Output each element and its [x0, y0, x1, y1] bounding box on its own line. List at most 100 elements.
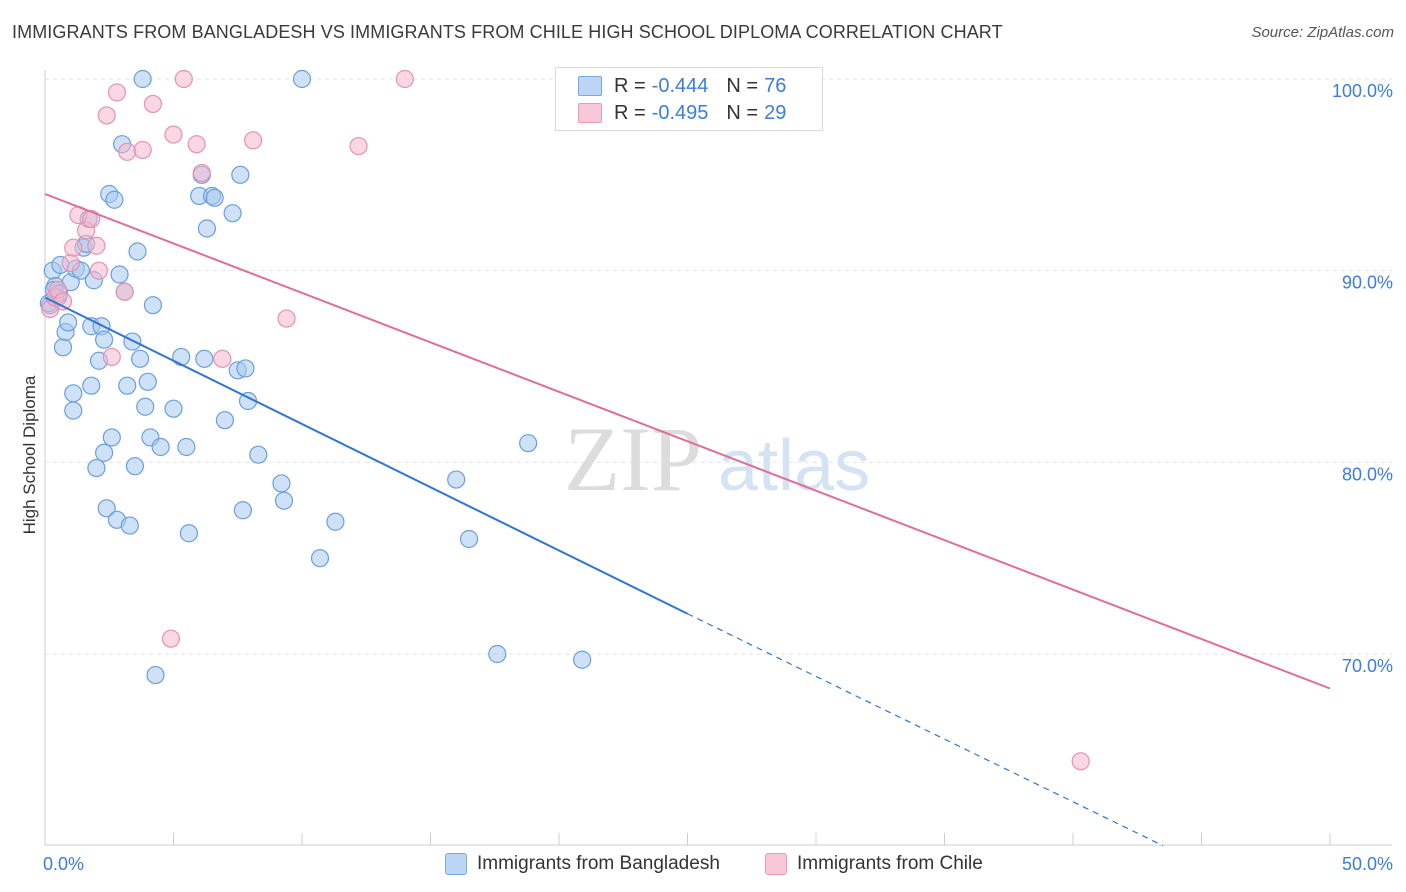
y-tick-label-0: 70.0%	[1342, 656, 1393, 676]
x-tick-labels: 0.0% 50.0%	[43, 854, 1393, 874]
bangladesh-point-46	[172, 347, 191, 367]
y-tick-label-2: 90.0%	[1342, 273, 1393, 293]
correlation-legend: R = -0.444 N = 76 R = -0.495 N = 29	[555, 67, 823, 131]
chart-source: Source: ZipAtlas.com	[1251, 24, 1394, 41]
chile-point-28	[1071, 752, 1090, 771]
y-axis-label-wrap: High School Diploma	[0, 0, 60, 892]
y-axis-label: High School Diploma	[20, 375, 39, 535]
bangladesh-point-47	[177, 437, 196, 457]
chile-point-13	[107, 83, 127, 102]
chile-point-11	[97, 106, 116, 125]
chile-point-16	[133, 140, 152, 160]
bangladesh-point-68	[447, 470, 466, 489]
bangladesh-point-64	[274, 491, 294, 510]
x-tick-label-1: 50.0%	[1342, 854, 1393, 874]
y-tick-labels: 70.0% 80.0% 90.0% 100.0%	[1332, 81, 1393, 676]
bangladesh-point-52	[195, 349, 214, 368]
bangladesh-point-58	[231, 165, 250, 184]
legend-n-label: N =	[726, 101, 759, 124]
bangladesh-point-56	[223, 204, 242, 223]
bangladesh-point-62	[249, 445, 268, 464]
bangladesh-point-22	[95, 443, 114, 462]
series-bangladesh-points	[39, 69, 592, 685]
chile-point-22	[192, 163, 211, 183]
bangladesh-point-48	[179, 524, 199, 543]
bangladesh-point-33	[120, 516, 139, 535]
bangladesh-point-29	[110, 265, 129, 284]
bangladesh-point-65	[292, 69, 312, 89]
chile-point-14	[115, 282, 134, 301]
legend-swatch-bangladesh	[578, 76, 602, 96]
legend-row-bangladesh: R = -0.444 N = 76	[578, 74, 786, 98]
bangladesh-point-70	[488, 644, 507, 664]
bangladesh-point-60	[236, 359, 255, 378]
bangladesh-point-36	[128, 242, 147, 261]
chile-point-8	[82, 209, 101, 229]
legend-row-chile: R = -0.495 N = 29	[578, 101, 786, 125]
legend-r-label: R =	[614, 101, 646, 124]
bangladesh-point-16	[82, 376, 101, 395]
bangladesh-point-32	[118, 376, 137, 395]
series-chile-points	[41, 69, 1090, 771]
chile-point-24	[244, 131, 263, 150]
bottom-legend-swatch-bangladesh	[445, 853, 467, 875]
chile-point-15	[118, 142, 137, 161]
chile-point-26	[349, 136, 368, 156]
bangladesh-point-69	[459, 529, 479, 549]
bangladesh-point-19	[87, 458, 106, 478]
bottom-legend-label-chile: Immigrants from Chile	[797, 853, 983, 874]
chile-point-27	[395, 69, 414, 89]
bangladesh-point-72	[573, 650, 592, 669]
bottom-legend-label-bangladesh: Immigrants from Bangladesh	[477, 853, 720, 874]
y-tick-label-3: 100.0%	[1332, 81, 1393, 101]
bangladesh-point-24	[97, 499, 116, 518]
bottom-legend-bangladesh: Immigrants from Bangladesh	[445, 852, 720, 876]
bangladesh-point-39	[136, 397, 155, 416]
chile-point-5	[64, 238, 83, 257]
bangladesh-point-35	[125, 457, 145, 476]
bangladesh-point-71	[519, 434, 538, 453]
bangladesh-point-9	[64, 384, 83, 403]
chile-point-19	[164, 125, 183, 144]
legend-n-label: N =	[726, 74, 759, 97]
x-tick-label-0: 0.0%	[43, 854, 84, 874]
bangladesh-point-67	[326, 512, 345, 531]
bangladesh-point-23	[95, 330, 114, 349]
trend-line-chile	[44, 193, 1331, 690]
y-tick-label-1: 80.0%	[1342, 464, 1393, 484]
chile-point-23	[213, 349, 232, 368]
bangladesh-point-55	[215, 411, 234, 430]
legend-n-value: 29	[764, 101, 787, 124]
chile-point-21	[187, 135, 206, 154]
chile-point-12	[102, 347, 121, 367]
bangladesh-point-10	[64, 401, 83, 420]
bangladesh-point-66	[310, 549, 330, 568]
chile-point-9	[87, 236, 106, 255]
bangladesh-point-59	[233, 501, 252, 520]
bangladesh-point-44	[151, 437, 170, 457]
bangladesh-point-7	[59, 313, 78, 332]
chile-point-20	[174, 69, 193, 89]
legend-n-value: 76	[764, 74, 787, 97]
bangladesh-point-27	[105, 190, 124, 209]
legend-r-value: -0.444	[651, 74, 709, 97]
chile-point-17	[143, 94, 163, 114]
bangladesh-point-42	[143, 296, 163, 315]
chile-point-10	[89, 261, 109, 280]
watermark-atlas: atlas	[718, 426, 870, 506]
chile-point-4	[61, 253, 80, 273]
trend-lines	[44, 193, 1331, 847]
bangladesh-point-43	[146, 665, 165, 685]
bangladesh-point-26	[102, 428, 121, 447]
axes	[44, 70, 1392, 846]
bangladesh-point-54	[205, 188, 224, 207]
bangladesh-point-45	[164, 399, 183, 418]
legend-r-value: -0.495	[651, 101, 709, 124]
legend-r-label: R =	[614, 74, 646, 97]
watermark-zip: ZIP	[564, 408, 702, 510]
bottom-legend-swatch-chile	[765, 853, 787, 875]
grid-lines	[45, 78, 1392, 655]
bottom-legend-chile: Immigrants from Chile	[765, 852, 983, 876]
chile-point-18	[161, 629, 181, 648]
